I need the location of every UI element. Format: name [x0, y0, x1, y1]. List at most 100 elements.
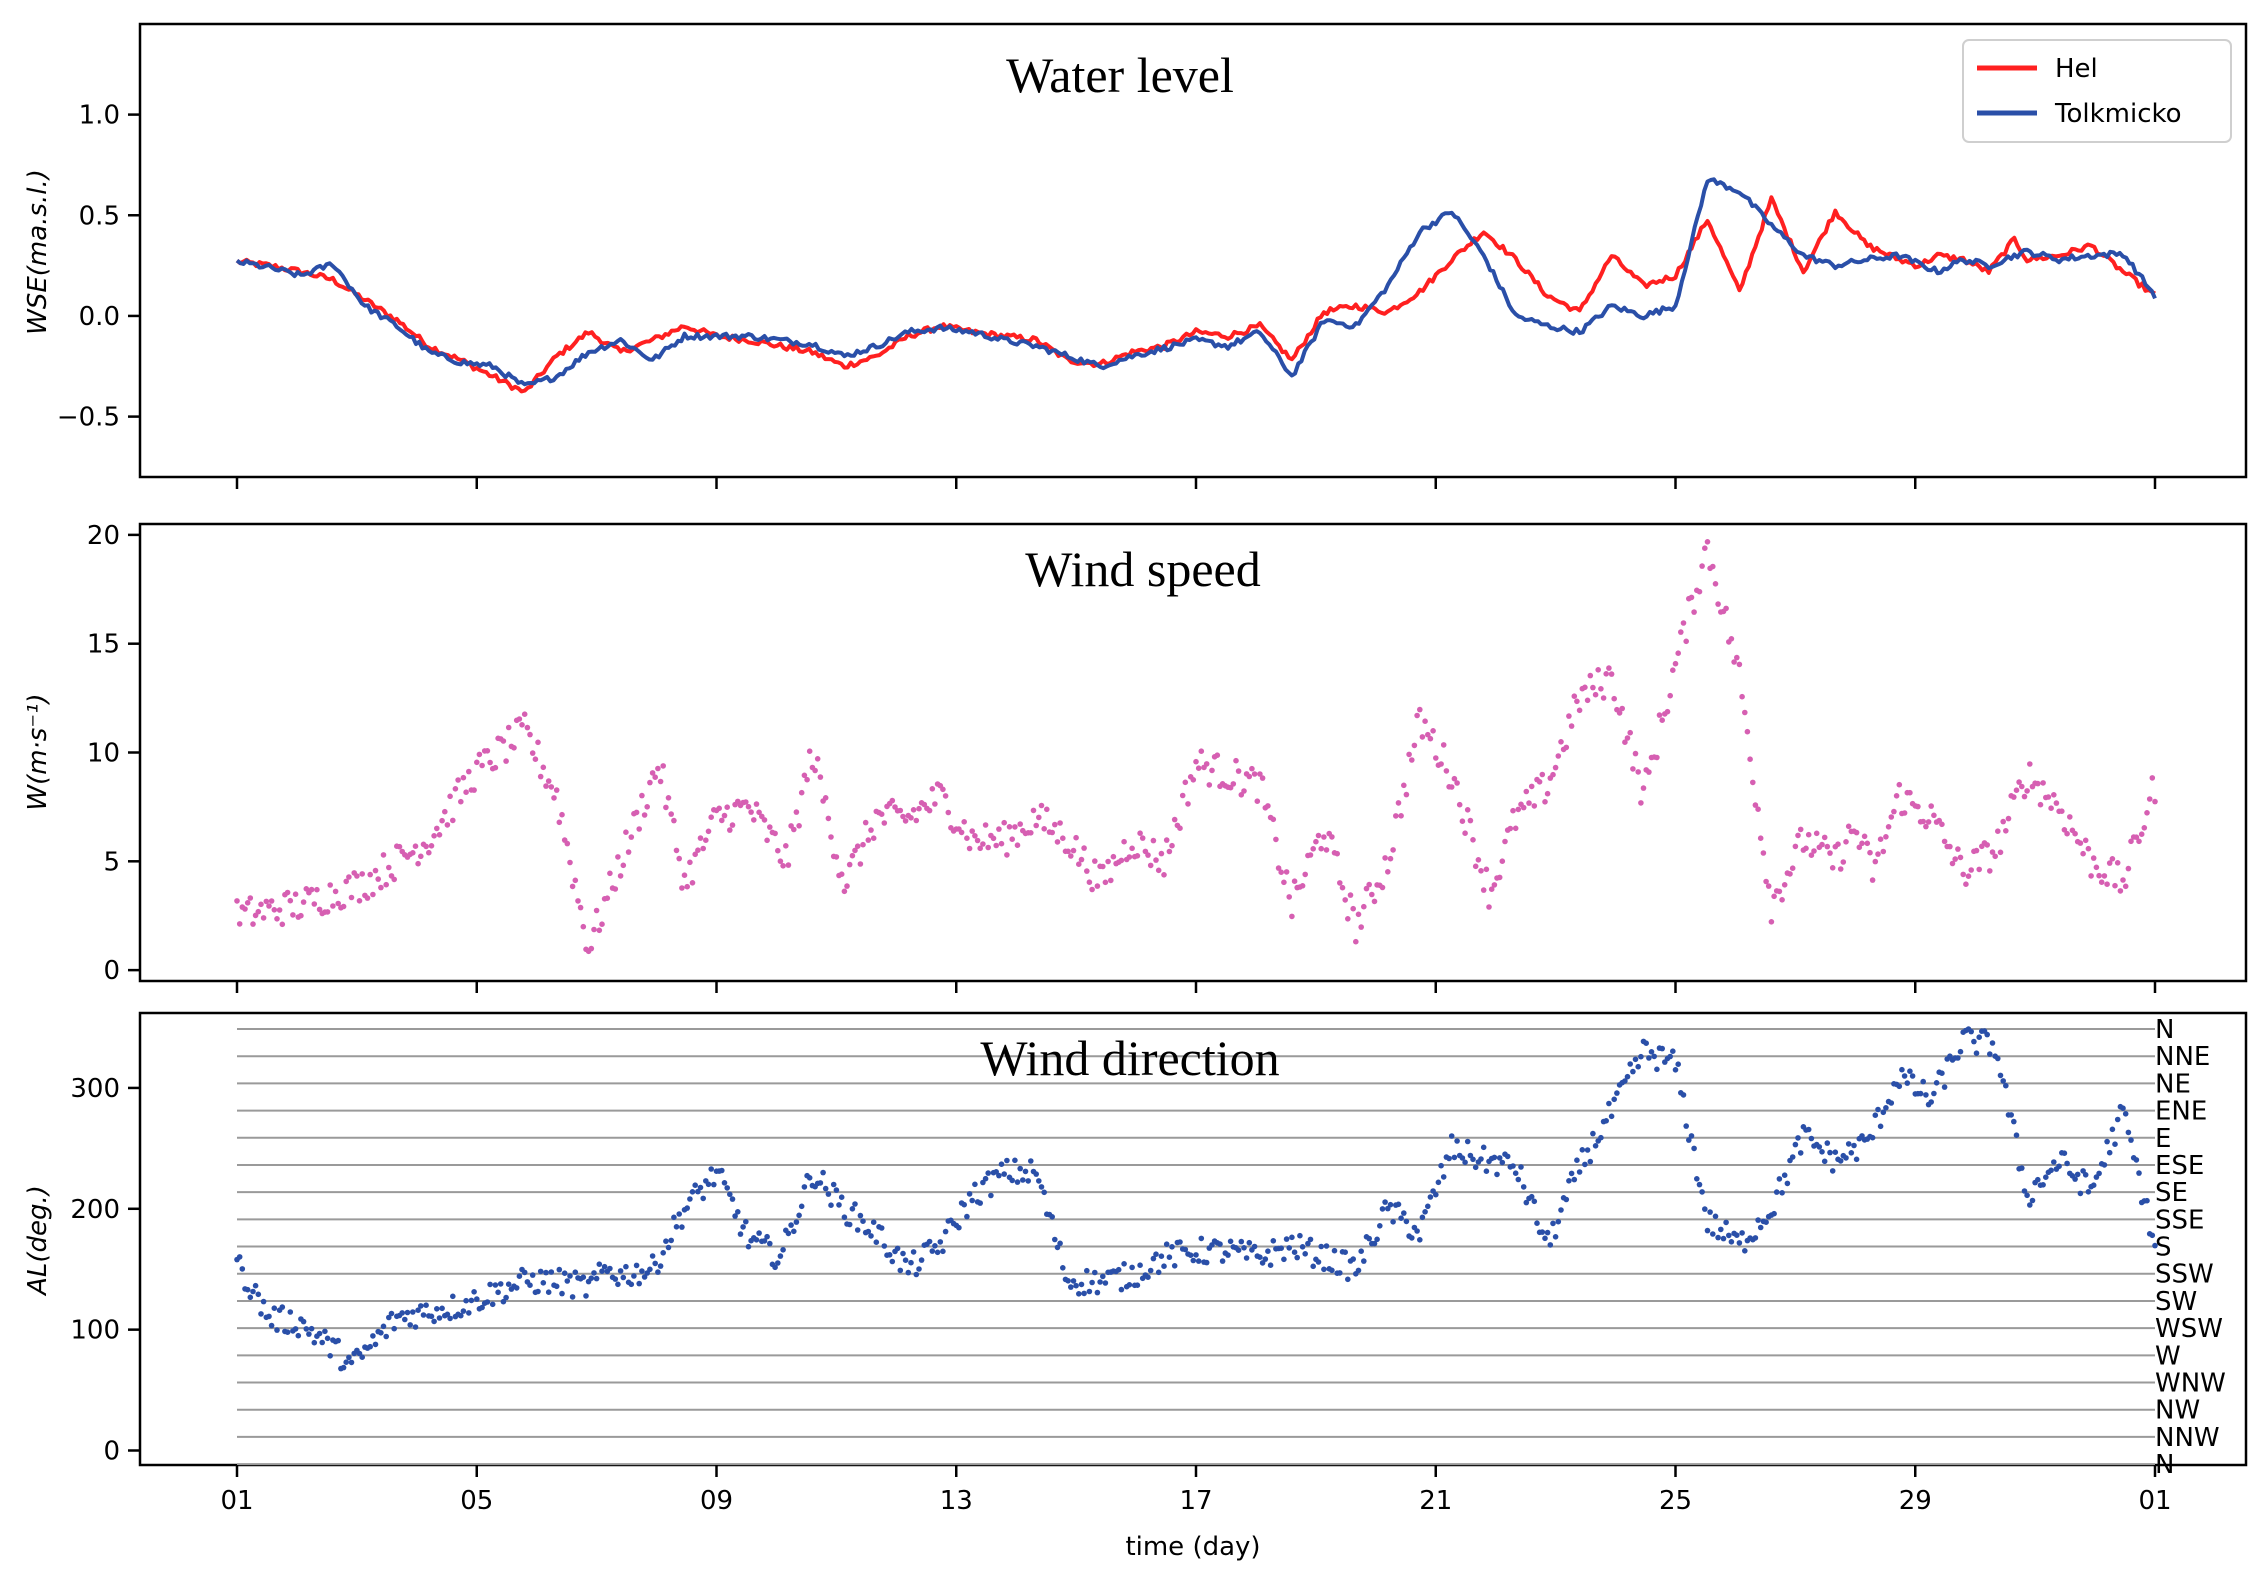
wind-speed-point — [1702, 545, 1708, 551]
wind-direction-point — [258, 1311, 264, 1317]
wind-direction-point — [460, 1308, 467, 1314]
wind-speed-point — [1920, 818, 1926, 825]
wind-direction-point — [1723, 1219, 1729, 1226]
wind-direction-point — [495, 1289, 501, 1296]
wind-direction-point — [628, 1281, 635, 1288]
wind-speed-point — [492, 764, 499, 771]
wind-direction-point — [474, 1296, 480, 1302]
wind-speed-point — [2045, 794, 2052, 800]
wind-speed-point — [719, 817, 725, 824]
wind-speed-point — [753, 801, 760, 807]
wind-speed-point — [423, 843, 429, 850]
wind-direction-point — [593, 1275, 600, 1282]
wind-speed-point — [308, 886, 315, 893]
wind-speed-point — [804, 776, 810, 783]
wind-speed-point — [974, 837, 981, 844]
wind-direction-point — [1531, 1198, 1538, 1205]
wind-direction-point — [1422, 1209, 1428, 1215]
wind-direction-point — [1688, 1133, 1695, 1139]
wind-direction-point — [1483, 1168, 1490, 1174]
wind-speed-point — [2096, 872, 2102, 879]
wind-speed-point — [1076, 861, 1082, 867]
wind-speed-point — [1483, 866, 1490, 873]
wind-direction-point — [591, 1270, 597, 1276]
wind-direction-point — [1907, 1068, 1913, 1074]
wind-direction-point — [1995, 1055, 2001, 1062]
wind-speed-point — [1486, 904, 1492, 910]
wind-direction-point — [833, 1187, 840, 1193]
wind-speed-point — [1632, 750, 1639, 757]
wind-speed-point — [588, 945, 595, 952]
wind-speed-point — [1203, 761, 1210, 767]
wind-direction-point — [295, 1332, 302, 1339]
wind-direction-point — [711, 1181, 717, 1188]
wind-speed-point — [1411, 742, 1418, 749]
y-tick-label: −0.5 — [57, 403, 120, 433]
wind-speed-point — [1510, 807, 1516, 814]
wind-speed-point — [1049, 829, 1055, 836]
wind-direction-point — [956, 1224, 962, 1231]
wind-speed-point — [591, 926, 597, 933]
wind-direction-point — [1118, 1286, 1125, 1293]
x-tick-label: 25 — [1659, 1486, 1692, 1516]
wind-speed-point — [471, 787, 477, 793]
wind-direction-point — [1089, 1279, 1095, 1286]
wind-speed-point — [569, 883, 576, 890]
wind-speed-point — [1038, 802, 1045, 809]
wind-direction-point — [2074, 1171, 2081, 1178]
wind-speed-point — [625, 849, 632, 855]
wind-speed-point — [822, 795, 829, 801]
wind-speed-point — [700, 845, 706, 852]
wind-speed-point — [543, 783, 549, 789]
wind-speed-point — [1813, 830, 1820, 837]
wind-speed-point — [1081, 845, 1087, 851]
wind-direction-point — [271, 1305, 278, 1311]
wind-direction-point — [985, 1170, 991, 1176]
wind-direction-point — [660, 1250, 666, 1256]
wind-speed-point — [1129, 845, 1135, 852]
wind-direction-point — [1281, 1256, 1287, 1263]
wind-speed-point — [410, 850, 416, 856]
wind-speed-point — [1606, 665, 1612, 671]
wind-speed-point — [1467, 817, 1474, 824]
wind-direction-point — [543, 1269, 549, 1276]
wind-direction-point — [1017, 1165, 1023, 1172]
water-level-y-ticks: −0.5 0.0 0.5 1.0 — [57, 101, 140, 433]
wind-direction-point — [916, 1266, 922, 1272]
wind-speed-point — [2027, 761, 2033, 767]
wind-direction-point — [2056, 1163, 2062, 1170]
y-tick-label: 100 — [70, 1316, 120, 1346]
wind-direction-point — [2152, 1242, 2158, 1249]
wind-speed-point — [1984, 842, 1990, 848]
wind-speed-point — [1627, 729, 1633, 736]
wind-speed-point — [1835, 841, 1841, 847]
wind-direction-point — [817, 1180, 824, 1186]
wind-direction-point — [2051, 1159, 2057, 1165]
wind-speed-point — [444, 822, 451, 828]
wind-direction-point — [2072, 1176, 2078, 1182]
wind-speed-point — [386, 864, 392, 871]
wind-speed-point — [396, 843, 403, 850]
wind-direction-point — [700, 1195, 706, 1202]
wind-direction-point — [407, 1322, 414, 1328]
wind-speed-point — [2040, 780, 2046, 786]
wind-direction-point — [1321, 1266, 1327, 1273]
wind-speed-point — [1952, 856, 1958, 862]
wind-speed-point — [1619, 705, 1625, 712]
wind-direction-point — [886, 1252, 893, 1258]
wind-direction-point — [1523, 1199, 1530, 1206]
wind-direction-point — [1065, 1278, 1071, 1284]
wind-direction-point — [1366, 1235, 1372, 1242]
wind-direction-point — [1941, 1084, 1948, 1090]
compass-label: SE — [2155, 1178, 2188, 1208]
wind-direction-point — [1371, 1240, 1378, 1247]
wind-speed-point — [1057, 820, 1063, 826]
wind-direction-point — [348, 1359, 355, 1366]
wind-direction-point — [1987, 1051, 1993, 1057]
wind-speed-point — [527, 731, 533, 738]
wind-speed-point — [1440, 742, 1447, 748]
wind-speed-point — [1742, 709, 1748, 716]
wind-direction-point — [668, 1237, 674, 1244]
wind-direction-point — [1145, 1274, 1151, 1280]
wind-speed-point — [1723, 605, 1729, 612]
